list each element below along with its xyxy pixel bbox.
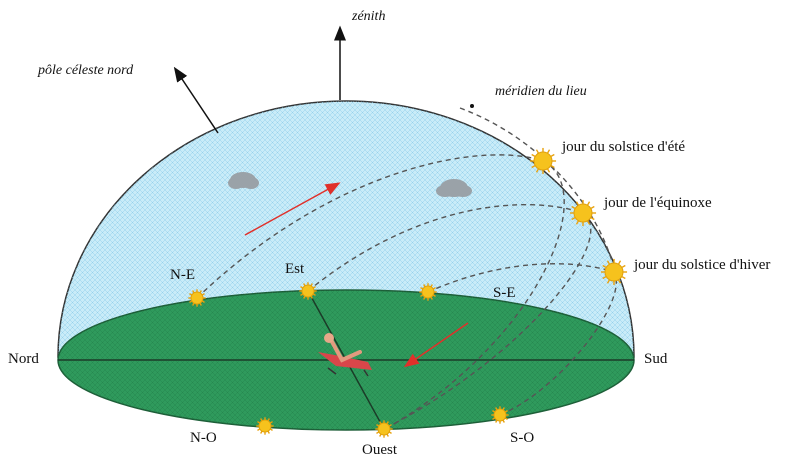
sun-icon (600, 258, 628, 286)
summer-solstice-path (196, 154, 565, 429)
pole-label: pôle céleste nord (37, 63, 134, 78)
sun-markers (188, 147, 628, 438)
direction-east-label: Est (285, 261, 305, 277)
meridian-label: méridien du lieu (495, 84, 587, 99)
sun-icon (419, 283, 437, 301)
pole-arrow (173, 66, 219, 134)
sun-icon (491, 406, 509, 424)
sun-motion-arrow (244, 182, 341, 236)
cloud-icon (436, 179, 472, 197)
direction-northeast-label: N-E (170, 267, 195, 283)
winter-solstice-label: jour du solstice d'hiver (633, 257, 770, 273)
direction-north-label: Nord (8, 351, 39, 367)
sun-icon (188, 289, 206, 307)
sun-icon (569, 199, 597, 227)
sky-dome (57, 100, 635, 358)
meridian-arc (459, 107, 616, 273)
sun-icon (256, 417, 274, 435)
summer-solstice-label: jour du solstice d'été (561, 139, 685, 155)
sun-icon (529, 147, 557, 175)
direction-southeast-label: S-E (493, 285, 516, 301)
sun-icon (299, 282, 317, 300)
observer-icon (318, 333, 372, 377)
equinox-label: jour de l'équinoxe (603, 195, 712, 211)
direction-south-label: Sud (644, 351, 668, 367)
zenith-label: zénith (351, 9, 385, 24)
direction-west-label: Ouest (362, 442, 398, 458)
direction-southwest-label: S-O (510, 430, 534, 446)
direction-northwest-label: N-O (190, 430, 217, 446)
sun-motion-arrow (403, 322, 469, 368)
sun-icon (375, 420, 393, 438)
cloud-icon (228, 172, 259, 189)
meridian-pointer-dot (470, 104, 474, 108)
